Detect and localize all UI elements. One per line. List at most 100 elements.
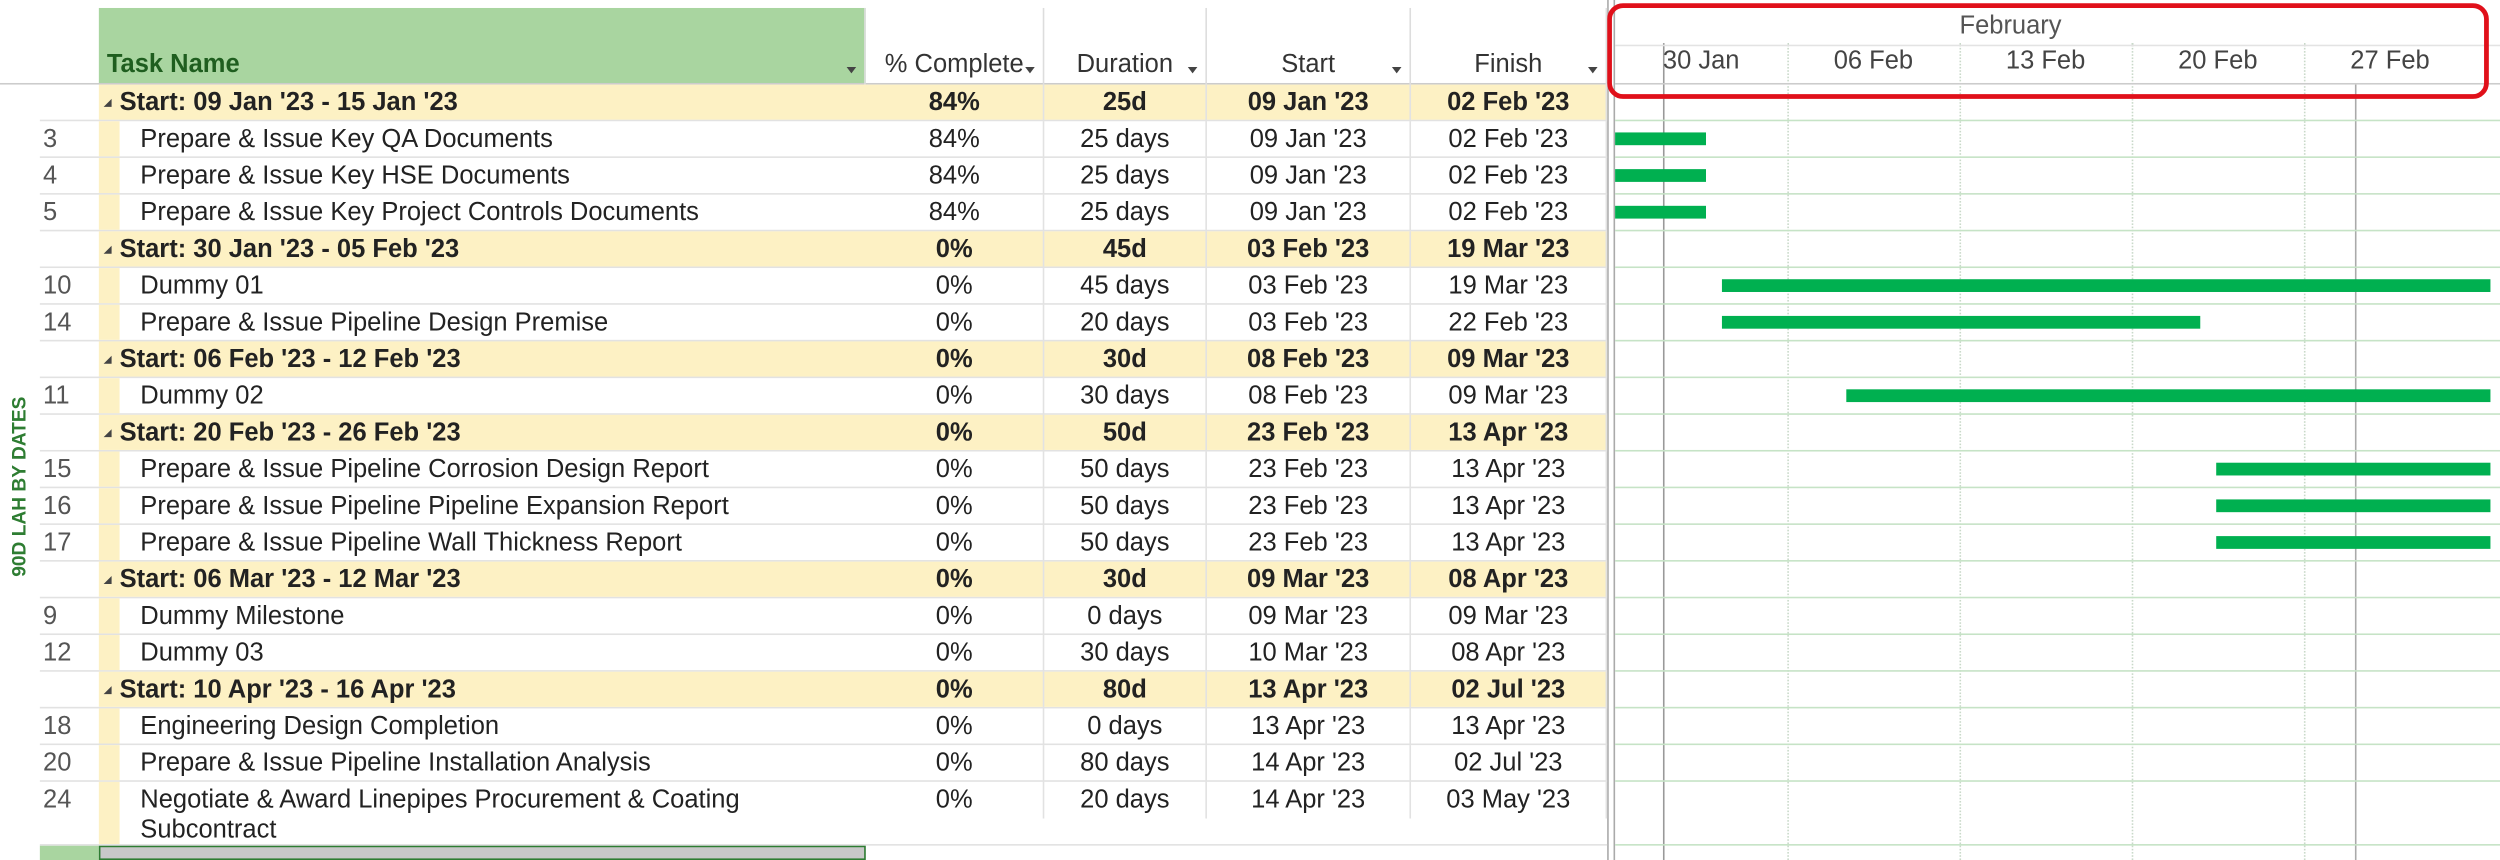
gantt-header-rule (1615, 82, 2500, 85)
row-rule (39, 339, 1608, 342)
cell-start: 09 Jan '23 (1207, 157, 1412, 195)
gantt-bar (1615, 132, 1706, 146)
row-rule (39, 560, 1608, 562)
task-name: Dummy 01 (140, 272, 264, 300)
task-id: 18 (43, 713, 72, 741)
cell-complete: 0% (866, 524, 1045, 562)
cell-complete: 0% (866, 341, 1045, 379)
gantt-bar (1615, 169, 1706, 182)
task-id: 15 (43, 456, 72, 484)
cell-start: 13 Apr '23 (1207, 671, 1412, 709)
task-name: Prepare & Issue Key QA Documents (140, 126, 553, 154)
cell-start: 09 Jan '23 (1207, 194, 1412, 232)
cell-start: 09 Mar '23 (1207, 598, 1412, 636)
collapse-toggle[interactable] (103, 355, 112, 364)
timescale-week: 27 Feb (2350, 47, 2430, 75)
indicator-stripe (98, 121, 120, 157)
collapse-toggle[interactable] (103, 98, 112, 107)
indicator-stripe (98, 708, 120, 744)
task-id: 3 (43, 126, 58, 154)
task-name: Engineering Design Completion (140, 713, 500, 741)
column-header[interactable]: Task Name (99, 7, 866, 85)
summary-row-bg (98, 84, 1608, 120)
row-rule (39, 670, 1608, 672)
cell-finish: 13 Apr '23 (1411, 451, 1608, 489)
summary-name: Start: 09 Jan '23 - 15 Jan '23 (119, 89, 458, 117)
gantt-row-rule (1615, 633, 2500, 636)
cell-duration: 25 days (1044, 121, 1207, 158)
cell-duration: 45 days (1044, 268, 1207, 305)
gantt-tier-rule (1615, 44, 2500, 47)
row-rule (39, 523, 1608, 525)
cell-start: 03 Feb '23 (1207, 268, 1412, 305)
cell-complete: 0% (866, 561, 1045, 599)
cell-complete: 0% (866, 635, 1045, 672)
cell-finish: 08 Apr '23 (1411, 561, 1608, 599)
gantt-row-rule (1615, 303, 2500, 305)
cell-finish: 03 May '23 (1411, 781, 1608, 819)
collapse-toggle[interactable] (103, 686, 112, 695)
timescale-week: 06 Feb (1833, 47, 1914, 75)
cell-complete: 0% (866, 378, 1045, 415)
summary-row-bg (98, 341, 1608, 377)
collapse-toggle[interactable] (103, 575, 112, 584)
indicator-stripe (98, 451, 120, 487)
gantt-row-rule (1615, 486, 2500, 489)
gantt-row-rule (1615, 449, 2500, 452)
collapse-toggle[interactable] (103, 429, 112, 438)
gantt-row-rule (1615, 413, 2500, 415)
splitter (1607, 0, 1616, 860)
task-name: Prepare & Issue Pipeline Installation An… (140, 749, 651, 778)
cell-duration: 25d (1044, 84, 1207, 122)
task-name: Prepare & Issue Pipeline Pipeline Expans… (140, 493, 729, 521)
collapse-toggle[interactable] (103, 245, 112, 254)
column-header[interactable]: Start (1207, 7, 1412, 85)
gantt-row-rule (1615, 339, 2500, 342)
dropdown-arrow (1187, 67, 1198, 74)
row-rule (39, 844, 1608, 846)
indicator-stripe (98, 194, 120, 230)
indicator-stripe (98, 378, 120, 414)
timescale-week: 13 Feb (2005, 47, 2086, 75)
cell-start: 23 Feb '23 (1207, 524, 1412, 562)
cell-finish: 02 Feb '23 (1411, 194, 1608, 232)
indicator-stripe (98, 635, 120, 671)
cell-complete: 0% (866, 231, 1045, 269)
task-name: Prepare & Issue Pipeline Design Premise (140, 309, 609, 337)
gantt-bar (1846, 389, 2491, 403)
row-rule (39, 780, 1608, 782)
cell-complete: 0% (866, 268, 1045, 305)
gantt-bar (2216, 462, 2491, 476)
gantt-row-rule (1615, 193, 2500, 195)
gantt-row-rule (1615, 560, 2500, 562)
column-header[interactable]: % Complete (866, 7, 1045, 85)
cell-finish: 09 Mar '23 (1411, 341, 1608, 379)
column-header[interactable]: Duration (1044, 7, 1207, 85)
cell-start: 09 Jan '23 (1207, 84, 1412, 122)
gantt-row-rule (1615, 523, 2500, 525)
bottom-row-cell (98, 845, 866, 860)
gantt-row-rule (1615, 780, 2500, 782)
cell-duration: 0 days (1044, 708, 1207, 746)
cell-complete: 0% (866, 671, 1045, 709)
cell-start: 23 Feb '23 (1207, 414, 1412, 452)
cell-start: 23 Feb '23 (1207, 488, 1412, 525)
cell-finish: 13 Apr '23 (1411, 488, 1608, 525)
indicator-stripe (98, 304, 120, 340)
cell-duration: 50 days (1044, 524, 1207, 562)
cell-complete: 84% (866, 121, 1045, 158)
gantt-row-rule (1615, 376, 2500, 379)
cell-duration: 50 days (1044, 451, 1207, 489)
cell-duration: 80d (1044, 671, 1207, 709)
cell-finish: 08 Apr '23 (1411, 635, 1608, 672)
gantt-row-rule (1615, 844, 2500, 846)
cell-start: 09 Mar '23 (1207, 561, 1412, 599)
task-id: 11 (43, 382, 70, 411)
row-rule (39, 119, 1608, 122)
row-rule (39, 156, 1608, 158)
cell-duration: 45d (1044, 231, 1207, 269)
cell-start: 14 Apr '23 (1207, 781, 1412, 819)
column-header[interactable]: Finish (1411, 7, 1608, 85)
row-rule (39, 303, 1608, 305)
